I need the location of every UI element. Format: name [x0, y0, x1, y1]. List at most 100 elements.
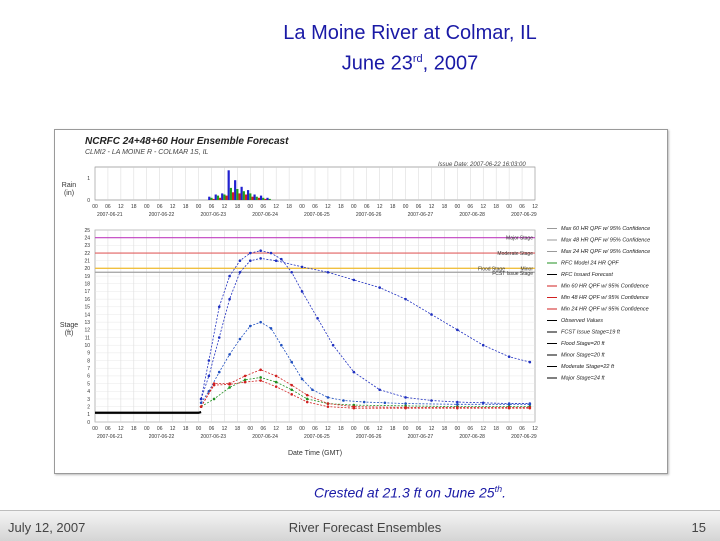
forecast-point — [259, 376, 262, 379]
stage-x-date-label: 2007-06-29 — [511, 434, 537, 440]
stage-y-tick-label: 14 — [84, 312, 90, 318]
rain-x-date-label: 2007-06-24 — [252, 212, 278, 218]
forecast-point — [352, 406, 356, 410]
forecast-point — [507, 403, 511, 406]
forecast-point — [259, 257, 262, 260]
rain-x-tick-label: 18 — [183, 204, 189, 210]
legend-label: Min 48 HR QPF w/ 95% Confidence — [561, 295, 649, 301]
stage-y-tick-label: 4 — [87, 389, 90, 395]
rain-x-tick-label: 12 — [222, 204, 228, 210]
stage-x-tick-label: 12 — [325, 426, 331, 432]
stage-y-tick-label: 19 — [84, 274, 90, 280]
rain-bar — [208, 196, 211, 200]
stage-x-tick-label: 06 — [157, 426, 163, 432]
forecast-point — [316, 317, 319, 320]
rain-bar — [238, 193, 241, 200]
forecast-point — [259, 249, 262, 253]
stage-x-tick-label: 18 — [235, 426, 241, 432]
forecast-series-line — [200, 321, 530, 405]
forecast-point — [238, 259, 242, 263]
forecast-point — [300, 265, 304, 269]
forecast-point — [207, 374, 211, 378]
forecast-point — [228, 297, 231, 301]
rain-x-tick-label: 06 — [157, 204, 163, 210]
rain-bar — [221, 193, 224, 200]
forecast-point — [248, 259, 252, 263]
stage-y-tick-label: 23 — [84, 243, 90, 249]
forecast-point — [352, 370, 356, 374]
forecast-point — [326, 270, 330, 274]
forecast-series-line — [200, 380, 530, 409]
title-year-text: , 2007 — [422, 52, 479, 75]
forecast-point — [217, 305, 221, 309]
rain-x-tick-label: 06 — [260, 204, 266, 210]
stage-y-tick-label: 8 — [87, 358, 90, 364]
legend-label: Minor Stage=20 ft — [561, 353, 605, 359]
rain-bar — [259, 195, 263, 200]
forecast-point — [259, 320, 262, 324]
forecast-point — [331, 343, 335, 347]
stage-y-tick-label: 22 — [84, 251, 90, 257]
forecast-point — [274, 385, 278, 388]
forecast-point — [243, 380, 247, 384]
stage-x-tick-label: 18 — [390, 426, 396, 432]
slide-title: La Moine River at Colmar, IL June 23rd, … — [180, 20, 640, 77]
rain-axis-unit: (in) — [64, 190, 74, 197]
forecast-point — [362, 400, 366, 404]
stage-x-tick-label: 18 — [131, 426, 137, 432]
forecast-point — [342, 399, 345, 402]
stage-x-tick-label: 06 — [209, 426, 215, 432]
forecast-point — [456, 403, 459, 406]
forecast-point — [305, 393, 309, 397]
forecast-point — [528, 406, 532, 410]
stage-x-tick-label: 06 — [364, 426, 370, 432]
rain-x-tick-label: 12 — [532, 204, 538, 210]
stage-x-tick-label: 06 — [519, 426, 525, 432]
rain-y-tick-label: 1 — [87, 176, 90, 182]
rain-x-tick-label: 00 — [196, 204, 202, 210]
rain-x-tick-label: 00 — [299, 204, 305, 210]
rain-y-tick-label: 0 — [87, 198, 90, 204]
forecast-point — [326, 402, 330, 405]
rain-bar — [249, 193, 252, 200]
stage-y-tick-label: 18 — [84, 282, 90, 288]
stage-x-tick-label: 12 — [532, 426, 538, 432]
rain-x-date-label: 2007-06-29 — [511, 212, 537, 218]
rain-x-tick-label: 18 — [493, 204, 499, 210]
rain-bar — [262, 197, 265, 200]
forecast-point — [456, 406, 459, 410]
rain-bar — [231, 192, 235, 200]
page-number: 15 — [691, 520, 706, 535]
legend-label: Observed Values — [561, 318, 603, 324]
crest-caption: Crested at 21.3 ft on June 25th. — [180, 484, 640, 501]
chart-title: NCRFC 24+48+60 Hour Ensemble Forecast — [85, 136, 289, 147]
legend-label: Max 60 HR QPF w/ 95% Confidence — [561, 226, 650, 232]
forecast-point — [404, 406, 407, 410]
stage-x-date-label: 2007-06-27 — [408, 434, 434, 440]
rain-x-date-label: 2007-06-28 — [459, 212, 485, 218]
forecast-point — [404, 396, 407, 399]
stage-y-tick-label: 21 — [84, 259, 90, 265]
rain-x-tick-label: 06 — [312, 204, 318, 210]
fcst-issue-stage-label: FCST Issue Stage — [492, 271, 533, 277]
rain-x-tick-label: 00 — [144, 204, 150, 210]
rain-axis-label: Rain — [62, 182, 77, 189]
forecast-point — [290, 270, 294, 274]
rain-x-date-label: 2007-06-23 — [201, 212, 227, 218]
rain-bar — [240, 186, 243, 200]
forecast-point — [305, 397, 309, 401]
forecast-point — [430, 399, 433, 402]
stage-x-tick-label: 12 — [170, 426, 176, 432]
forecast-point — [217, 370, 221, 374]
stage-x-tick-label: 00 — [455, 426, 461, 432]
rain-bar — [227, 170, 230, 200]
stage-x-tick-label: 12 — [222, 426, 228, 432]
rain-x-tick-label: 12 — [325, 204, 331, 210]
stage-x-tick-label: 12 — [377, 426, 383, 432]
stage-y-tick-label: 0 — [87, 420, 90, 426]
forecast-point — [290, 360, 294, 364]
forecast-point — [326, 396, 330, 399]
forecast-point — [378, 286, 382, 289]
rain-x-tick-label: 12 — [170, 204, 176, 210]
forecast-point — [228, 386, 231, 389]
